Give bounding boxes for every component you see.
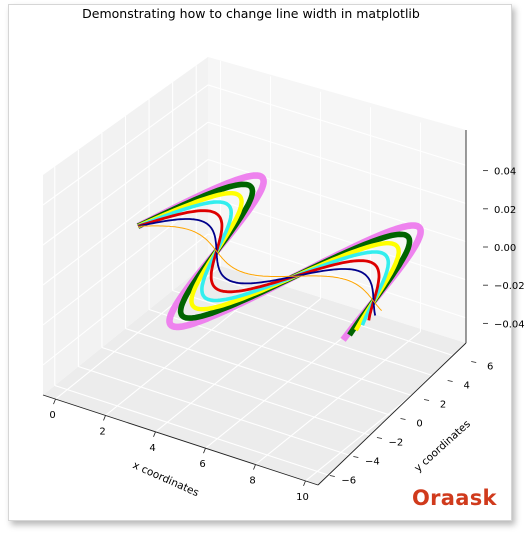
z-grid-left [42,233,209,366]
oraask-logo: Oraask [412,486,497,510]
z-grid-back [207,196,484,286]
y-tick-mark [423,399,430,401]
y-tick-label: −4 [365,457,380,468]
y-tick-label: 4 [463,381,469,392]
z-tick-label: 0.02 [494,205,516,216]
y-axis-line [317,342,467,486]
axis-lines [42,130,467,486]
x-axis-label: x coordinates [131,459,201,499]
tick-labels: 0 2 4 6 8 10 −6 −4 −2 0 2 4 6 −0.04 −0.02 0.00 0.02 0.04 [49,167,524,503]
x-tick-label: 6 [199,459,205,470]
z-grid-left [42,121,209,246]
z-grid-back [207,121,484,210]
z-grid-left [42,196,209,326]
y-grid-floor [125,327,401,420]
x-tick-mark [203,448,206,454]
y-grid-floor [101,346,378,439]
y-tick-label: 2 [440,400,446,411]
x-tick-label: 8 [249,476,255,487]
y-tick-label: 0 [416,419,422,430]
z-tick-label: −0.02 [494,281,525,292]
x-tick-mark [53,398,56,405]
y-tick-mark [447,380,453,382]
z-grid-left [42,84,209,206]
z-tick-label: 0.04 [494,167,516,178]
y-tick-label: −2 [389,438,404,449]
series-line-amp-4 [137,200,391,326]
y-tick-mark [329,475,335,477]
chart-title: Demonstrating how to change line width i… [82,6,420,21]
x-tick-mark [303,480,306,487]
y-tick-label: 6 [487,362,493,373]
series-line-amp-6 [136,181,413,337]
z-grid-left [42,159,209,286]
y-tick-mark [353,456,359,458]
x-tick-mark [103,415,106,421]
y-grid-floor [78,365,354,458]
series-lines [136,172,424,342]
x-tick-label: 2 [99,426,105,437]
x-tick-mark [153,431,156,437]
z-tick-label: 0.00 [494,243,516,254]
y-tick-mark [471,361,477,363]
x-tick-label: 0 [49,410,55,421]
series-line-amp-3 [137,209,381,321]
z-tick-label: −0.04 [494,319,525,330]
x-tick-label: 10 [296,492,309,503]
axes-panes [43,57,466,485]
z-grid-back [207,233,484,324]
series-line-amp-2 [137,218,377,316]
series-line-amp-1 [138,225,382,311]
x-tick-mark [253,464,256,470]
y-tick-label: −6 [341,476,356,487]
series-line-amp-5 [137,191,401,332]
x-tick-label: 4 [149,443,155,454]
y-tick-mark [400,418,406,420]
x-axis-line [42,394,319,486]
y-grid-floor [54,384,330,477]
y-tick-mark [376,437,383,439]
y-grid-floor [196,270,472,363]
z-grid-back [207,84,484,172]
series-line-amp-7 [136,172,424,342]
